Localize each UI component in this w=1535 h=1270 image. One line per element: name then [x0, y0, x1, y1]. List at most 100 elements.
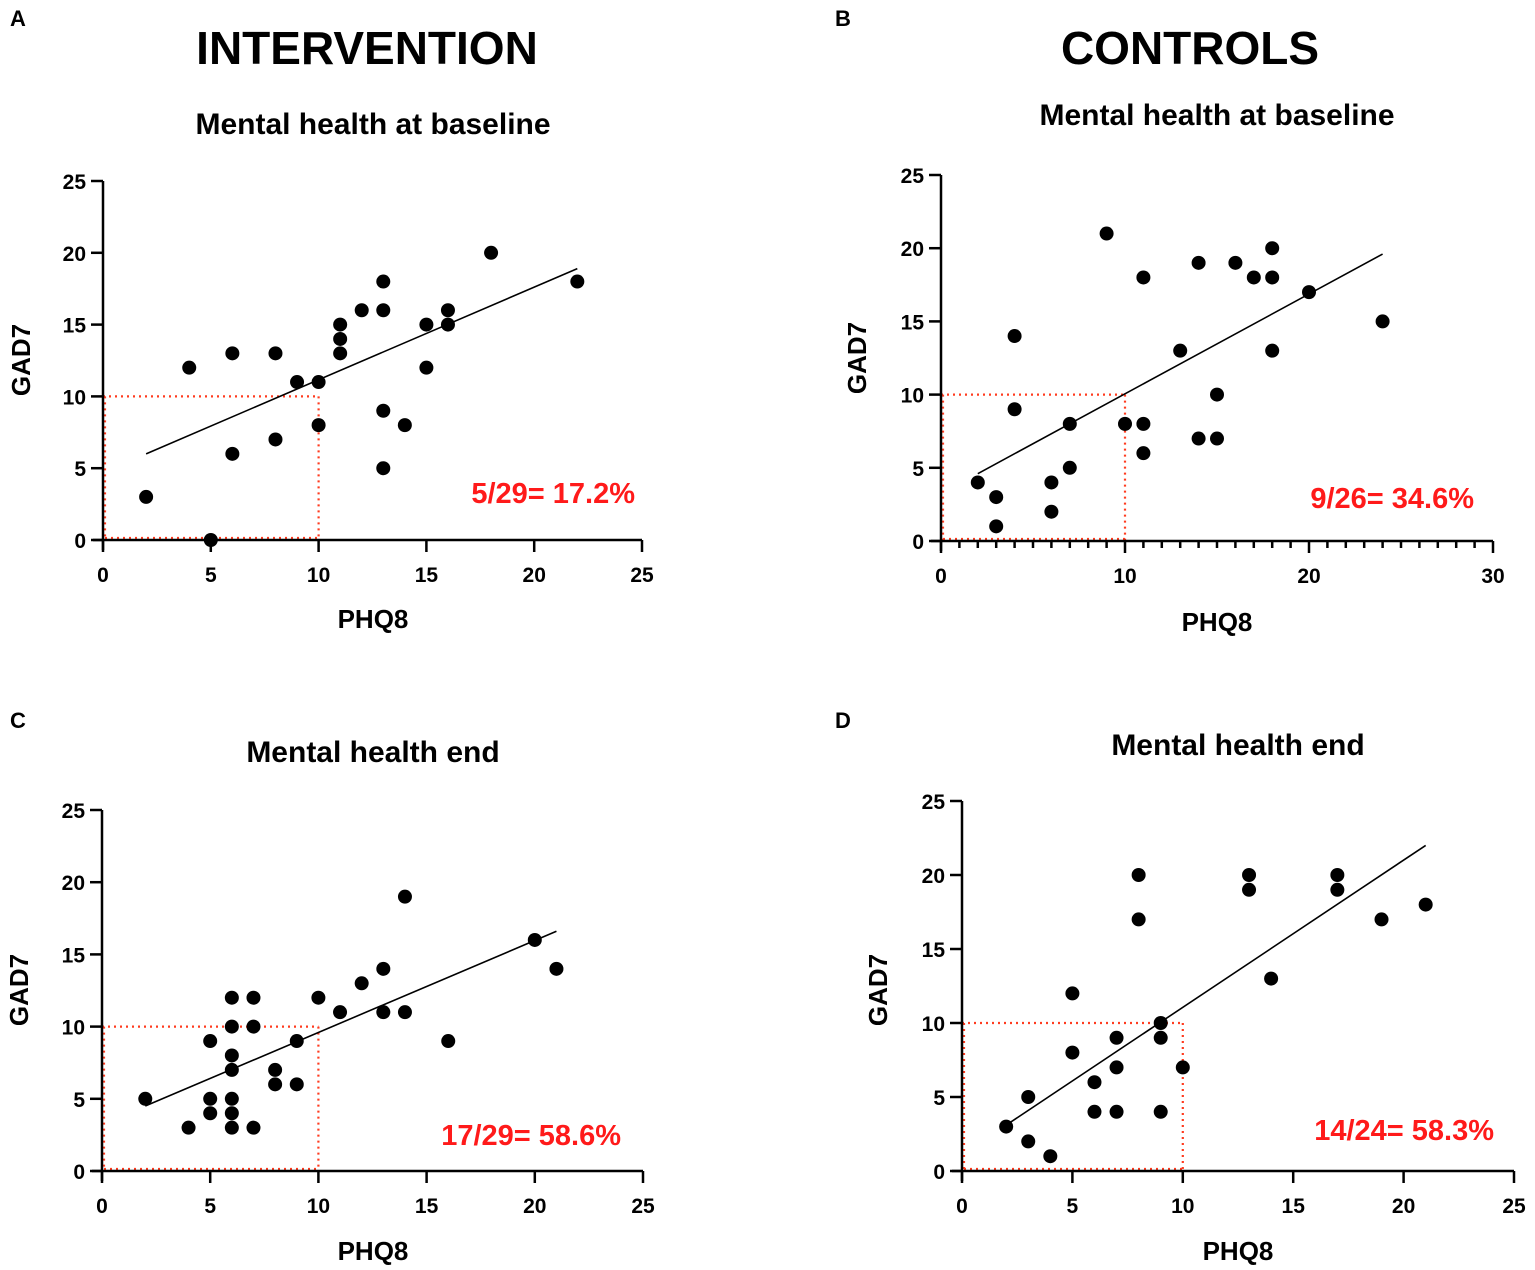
ratio-annotation-a: 5/29= 17.2% — [471, 478, 635, 510]
data-point-d — [1330, 868, 1345, 882]
data-point-b — [1210, 431, 1224, 446]
y-axis-label-b: GAD7 — [842, 322, 872, 394]
y-tick-label-a: 20 — [63, 243, 86, 266]
data-point-a — [376, 461, 391, 476]
ratio-annotation-b: 9/26= 34.6% — [1310, 483, 1474, 515]
x-tick-label-d: 25 — [1502, 1195, 1526, 1218]
data-point-b — [1173, 343, 1188, 358]
data-point-a — [311, 375, 326, 390]
y-tick-label-a: 10 — [63, 386, 86, 409]
y-tick-label-d: 25 — [922, 791, 946, 814]
data-point-c — [268, 1077, 283, 1092]
x-tick-label-c: 15 — [415, 1195, 439, 1218]
data-point-b — [989, 519, 1004, 534]
y-axis-label-d: GAD7 — [863, 954, 893, 1026]
x-tick-label-a: 10 — [307, 564, 330, 587]
data-point-b — [1191, 431, 1206, 446]
chart-title-d: Mental health end — [1111, 729, 1364, 762]
x-tick-label-c: 0 — [96, 1195, 108, 1218]
data-point-b — [1044, 504, 1059, 519]
heading-intervention: INTERVENTION — [196, 22, 538, 74]
data-point-d — [1418, 897, 1433, 912]
y-axis-label-c: GAD7 — [4, 954, 34, 1026]
plot-area-b: 0 5 10 15 20 25 0 10 20 30 — [901, 165, 1505, 588]
data-point-c — [289, 1034, 304, 1049]
y-tick-label-c: 15 — [62, 944, 86, 967]
y-tick-label-d: 5 — [933, 1087, 945, 1110]
y-tick-label-a: 0 — [74, 530, 86, 553]
data-point-a — [440, 303, 455, 318]
y-tick-label-c: 10 — [62, 1017, 85, 1040]
data-point-b — [1044, 475, 1059, 490]
x-tick-label-c: 20 — [523, 1195, 546, 1218]
panel-letter-d: D — [835, 708, 851, 733]
y-tick-label-b: 10 — [901, 385, 924, 408]
data-point-b — [1136, 416, 1151, 431]
trend-line-c — [144, 930, 557, 1107]
x-tick-label-d: 15 — [1282, 1195, 1306, 1218]
x-tick-label-c: 5 — [204, 1195, 216, 1218]
data-point-c — [354, 976, 369, 991]
data-point-c — [224, 1091, 239, 1106]
data-point-b — [1265, 343, 1280, 358]
data-point-d — [1065, 986, 1080, 1001]
trend-line-a — [145, 267, 578, 455]
data-point-c — [203, 1091, 218, 1106]
x-tick-label-d: 5 — [1067, 1195, 1079, 1218]
data-point-c — [224, 1062, 239, 1077]
y-tick-label-d: 10 — [922, 1013, 945, 1036]
y-tick-label-c: 20 — [62, 872, 85, 895]
x-tick-label-b: 30 — [1481, 565, 1504, 588]
x-tick-label-a: 15 — [415, 564, 439, 587]
data-point-c — [203, 1106, 218, 1121]
data-point-d — [1374, 912, 1389, 927]
x-tick-label-b: 10 — [1113, 565, 1136, 588]
x-axis-label-b: PHQ8 — [1182, 607, 1253, 637]
data-point-d — [1131, 912, 1146, 927]
data-point-a — [376, 274, 391, 289]
chart-title-c: Mental health end — [246, 736, 499, 769]
ratio-annotation-d: 14/24= 58.3% — [1314, 1115, 1494, 1147]
data-point-b — [1228, 255, 1243, 270]
data-point-b — [1265, 241, 1280, 256]
x-tick-label-a: 25 — [630, 564, 654, 587]
data-point-b — [1136, 446, 1151, 461]
data-point-a — [354, 303, 369, 318]
x-tick-label-b: 0 — [935, 565, 947, 588]
data-point-d — [1153, 1030, 1168, 1045]
x-tick-label-b: 20 — [1297, 565, 1320, 588]
data-point-b — [1375, 314, 1390, 329]
data-point-c — [376, 961, 391, 976]
data-point-d — [1043, 1149, 1058, 1164]
data-point-b — [1099, 226, 1114, 241]
data-point-d — [1153, 1016, 1168, 1030]
panel-b-baseline-controls: B Mental health at baseline PHQ8 GAD7 9/… — [835, 6, 1505, 637]
data-point-d — [1131, 868, 1146, 882]
x-axis-label-c: PHQ8 — [338, 1236, 409, 1266]
data-point-c — [527, 932, 542, 947]
data-point-c — [224, 1019, 239, 1034]
data-point-a — [311, 418, 326, 433]
data-point-a — [419, 317, 434, 332]
ratio-annotation-c: 17/29= 58.6% — [441, 1120, 621, 1152]
x-tick-label-d: 20 — [1392, 1195, 1415, 1218]
y-tick-label-d: 20 — [922, 865, 945, 888]
y-tick-label-c: 25 — [62, 800, 86, 823]
x-tick-label-a: 20 — [523, 564, 546, 587]
data-point-c — [181, 1120, 196, 1135]
data-point-d — [1087, 1104, 1102, 1119]
data-point-c — [203, 1034, 218, 1049]
x-tick-label-a: 0 — [97, 564, 109, 587]
trend-line-d — [1005, 844, 1427, 1126]
panel-a-baseline-intervention: A Mental health at baseline PHQ8 GAD7 5/… — [6, 6, 654, 634]
data-point-d — [1264, 971, 1279, 986]
data-point-b — [1007, 402, 1022, 417]
data-point-b — [1191, 255, 1206, 270]
y-tick-label-c: 0 — [73, 1161, 85, 1184]
data-point-c — [224, 1106, 239, 1121]
plot-area-c: 0 5 10 15 20 25 0 5 10 15 20 25 — [62, 800, 655, 1218]
data-point-c — [246, 1019, 261, 1034]
data-point-c — [224, 1120, 239, 1135]
data-point-d — [1242, 882, 1257, 897]
data-point-a — [182, 360, 197, 375]
